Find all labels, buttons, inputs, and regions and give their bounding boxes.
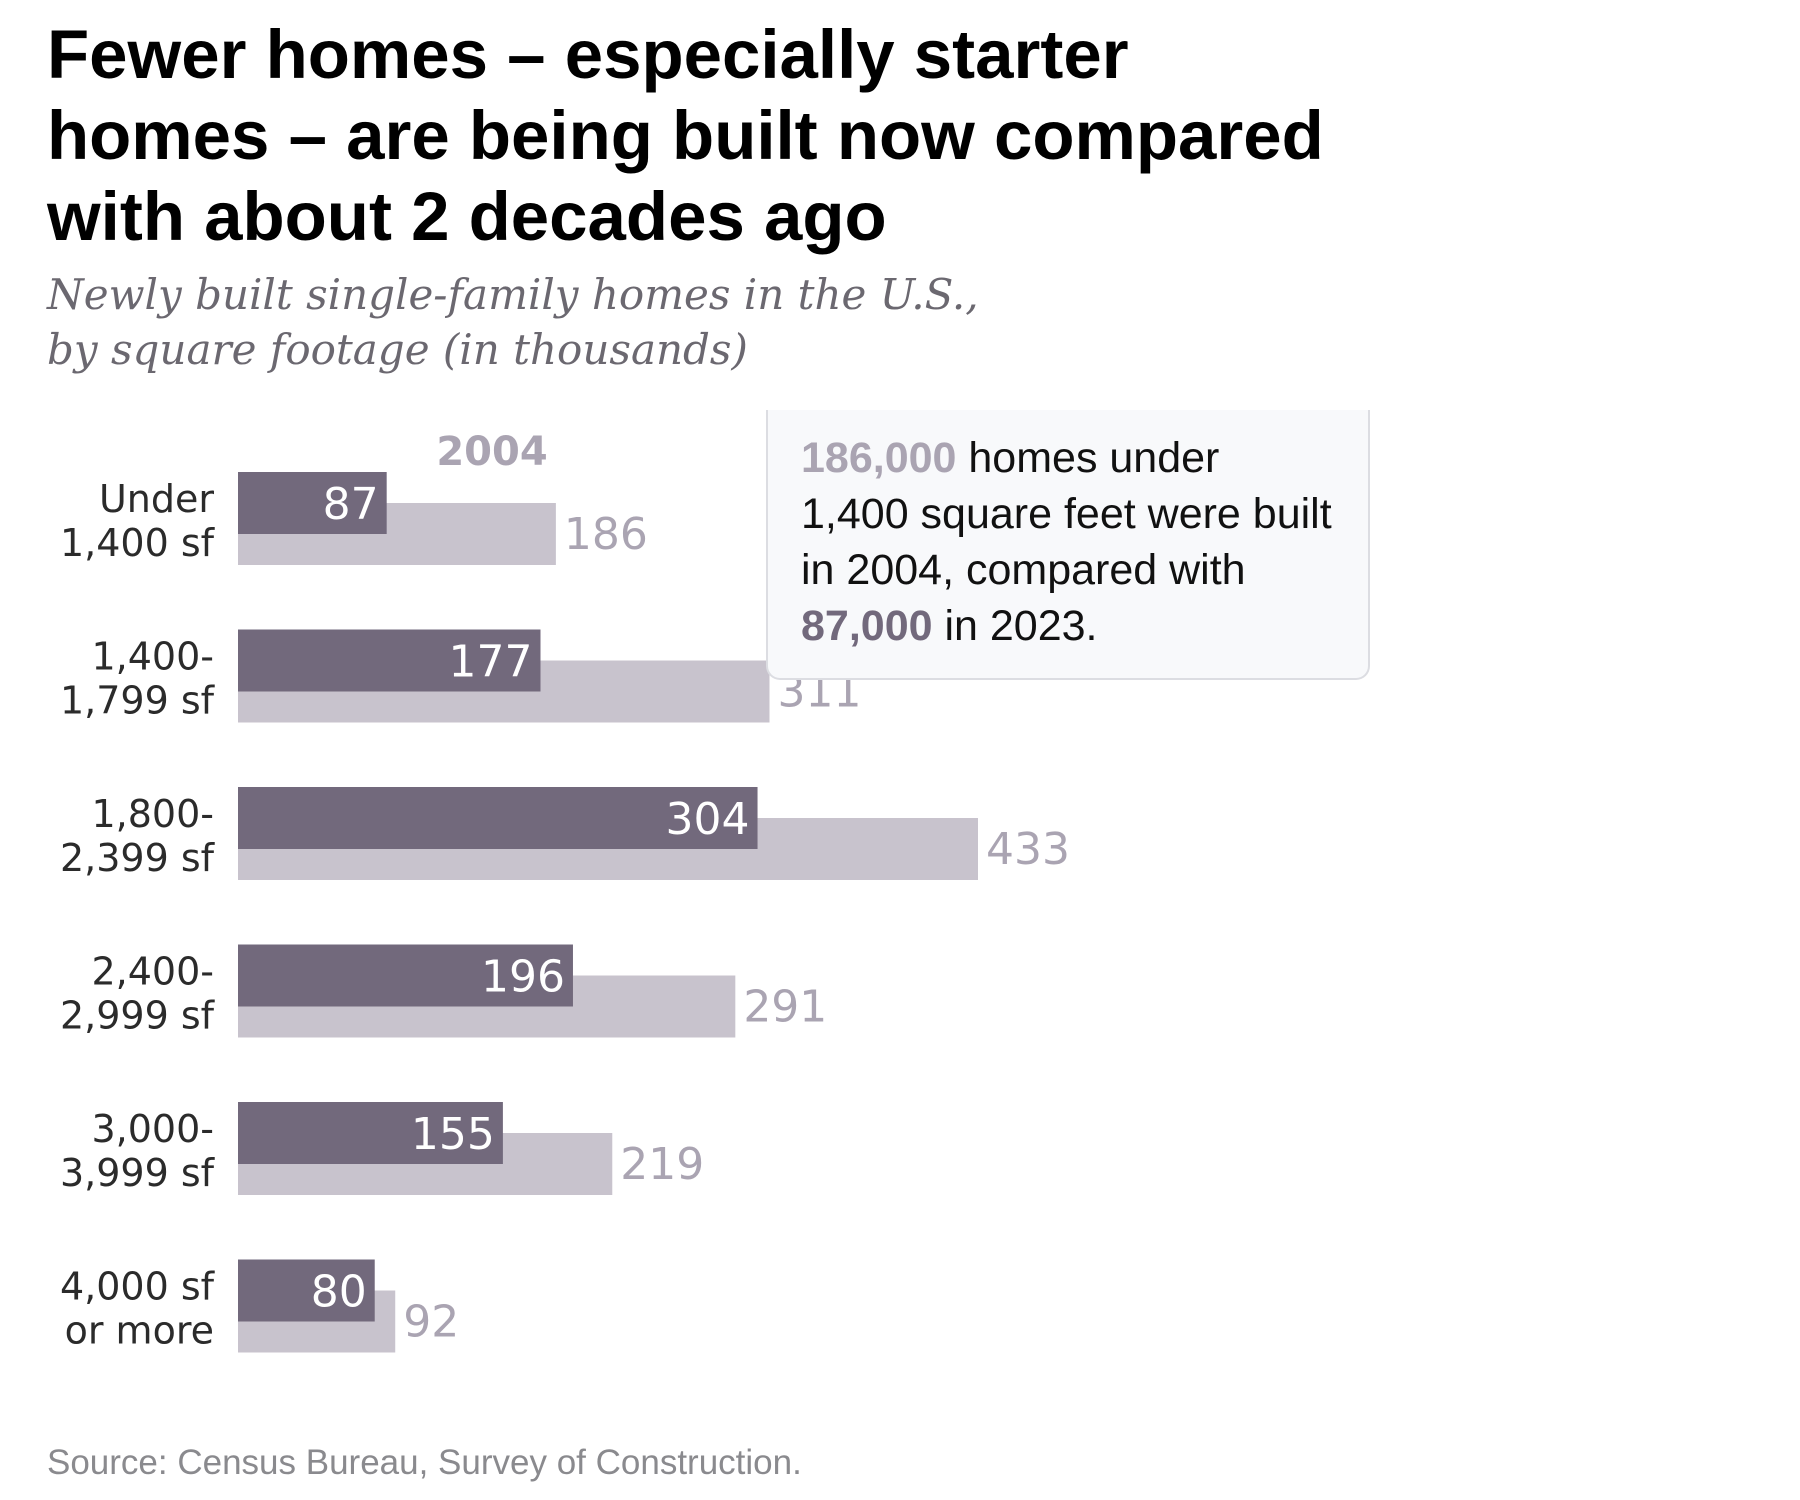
- chart-subtitle: Newly built single-family homes in the U…: [47, 270, 979, 374]
- bar-value-label-2004: 433: [986, 824, 1070, 875]
- annotation-callout: 186,000 homes under 1,400 square feet we…: [766, 410, 1370, 680]
- category-label: 1,799 sf: [60, 679, 216, 723]
- bar-value-label-2023: 155: [411, 1109, 495, 1160]
- source-note: Source: Census Bureau, Survey of Constru…: [47, 1443, 802, 1482]
- bar-value-label-2004: 92: [403, 1297, 459, 1348]
- bar-value-label-2023: 80: [311, 1267, 367, 1318]
- category-label: 3,000-: [92, 1107, 215, 1151]
- bar-2023: [238, 787, 758, 849]
- bar-value-label-2023: 304: [666, 794, 750, 845]
- bar-value-label-2004: 186: [564, 509, 648, 560]
- category-label: 4,000 sf: [60, 1265, 216, 1309]
- bar-value-label-2004: 291: [743, 982, 827, 1033]
- category-label: 1,800-: [92, 792, 215, 836]
- series-label-2004: 2004: [436, 429, 547, 475]
- category-label: 2,399 sf: [60, 836, 216, 880]
- category-label: 2,999 sf: [60, 994, 216, 1038]
- chart-title: Fewer homes – especially starter homes –…: [47, 16, 1324, 255]
- callout-value-2004: 186,000: [801, 434, 957, 482]
- bar-value-label-2023: 196: [481, 952, 565, 1003]
- bar-2023: [238, 1259, 375, 1322]
- category-label: 3,999 sf: [60, 1151, 216, 1195]
- category-label: 1,400-: [92, 635, 215, 679]
- bar-value-label-2023: 87: [323, 479, 379, 530]
- bar-value-label-2023: 177: [449, 637, 533, 688]
- category-label: Under: [99, 477, 214, 521]
- callout-value-2023: 87,000: [801, 602, 933, 650]
- category-label: 2,400-: [92, 950, 215, 994]
- callout-text-2: in 2023.: [932, 602, 1098, 650]
- category-label: 1,400 sf: [60, 521, 216, 565]
- bar-2023: [238, 629, 541, 692]
- bar-2023: [238, 944, 573, 1007]
- bar-value-label-2004: 219: [620, 1139, 704, 1190]
- category-label: or more: [65, 1309, 214, 1353]
- bar-2023: [238, 1102, 503, 1164]
- bar-2023: [238, 472, 387, 534]
- callout-text-1: homes under 1,400 square feet were built…: [801, 434, 1332, 594]
